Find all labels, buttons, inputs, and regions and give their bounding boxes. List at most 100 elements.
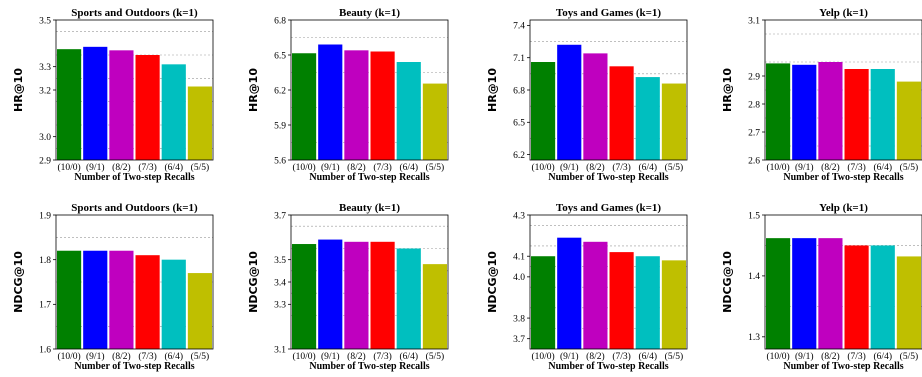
chart-8-xtick-label: (8/2) bbox=[821, 351, 839, 362]
chart-5-xtick-label: (9/1) bbox=[86, 351, 104, 362]
chart-1-title: Sports and Outdoors (k=1) bbox=[71, 7, 198, 19]
chart-3-ytick-label: 6.8 bbox=[513, 86, 525, 96]
chart-8-xtick-label: (6/4) bbox=[874, 351, 892, 362]
chart-7-ytick-label: 3.7 bbox=[513, 335, 525, 345]
chart-4-bar-5 bbox=[870, 69, 895, 160]
chart-2-bar-3 bbox=[344, 50, 369, 160]
chart-5-ytick-label: 1.8 bbox=[39, 256, 51, 266]
chart-4-ytick-label: 2.7 bbox=[748, 128, 760, 138]
chart-8-ylabel: NDCG@10 bbox=[721, 251, 734, 313]
chart-2-bar-6 bbox=[422, 83, 447, 160]
chart-1-ytick-label: 3.2 bbox=[39, 86, 51, 96]
chart-6-xlabel: Number of Two-step Recalls bbox=[309, 361, 429, 372]
chart-3-bar-3 bbox=[583, 53, 608, 160]
chart-7-bar-2 bbox=[557, 237, 582, 349]
chart-5-title: Sports and Outdoors (k=1) bbox=[71, 202, 198, 214]
chart-1-ytick-label: 3.0 bbox=[39, 133, 51, 143]
chart-7-bar-4 bbox=[609, 252, 634, 349]
chart-2-ytick-label: 6.8 bbox=[274, 16, 286, 26]
chart-5-bar-2 bbox=[83, 250, 108, 349]
chart-8-bar-1 bbox=[766, 238, 791, 349]
chart-5-ytick-label: 1.6 bbox=[39, 345, 51, 355]
chart-3-bar-6 bbox=[661, 83, 686, 160]
chart-5-axes-frame bbox=[55, 214, 214, 350]
chart-2-ytick-label: 6.2 bbox=[274, 86, 286, 96]
chart-6-ytick-label: 3.4 bbox=[274, 278, 286, 288]
chart-3-xlabel: Number of Two-step Recalls bbox=[548, 172, 668, 183]
chart-1-xtick-label: (7/3) bbox=[138, 162, 156, 173]
chart-7-ytick-label: 4.1 bbox=[513, 253, 525, 263]
chart-7-ytick-label: 3.8 bbox=[513, 314, 525, 324]
chart-6-xtick-label: (9/1) bbox=[321, 351, 339, 362]
chart-4-xtick-label: (10/0) bbox=[766, 162, 789, 173]
chart-2-ytick-label: 5.6 bbox=[274, 156, 286, 166]
chart-2-bar-2 bbox=[318, 44, 343, 160]
chart-7-xtick-label: (5/5) bbox=[665, 351, 683, 362]
chart-2-bar-1 bbox=[292, 53, 317, 160]
chart-2-xtick-label: (10/0) bbox=[292, 162, 315, 173]
chart-1-xlabel: Number of Two-step Recalls bbox=[74, 172, 194, 183]
chart-4-ytick-label: 2.9 bbox=[748, 72, 760, 82]
chart-5-bar-5 bbox=[161, 259, 186, 349]
chart-1-xtick-label: (6/4) bbox=[165, 162, 183, 173]
chart-5-bar-3 bbox=[109, 250, 134, 349]
chart-3-bar-2 bbox=[557, 44, 582, 160]
chart-2-xtick-label: (5/5) bbox=[426, 162, 444, 173]
chart-7-bar-5 bbox=[635, 256, 660, 349]
chart-5-bar-6 bbox=[187, 273, 212, 349]
chart-8-xtick-label: (10/0) bbox=[766, 351, 789, 362]
chart-8-xtick-label: (9/1) bbox=[795, 351, 813, 362]
chart-5-xlabel: Number of Two-step Recalls bbox=[74, 361, 194, 372]
chart-7-ytick-label: 4.3 bbox=[513, 211, 525, 221]
chart-1-xtick-label: (8/2) bbox=[112, 162, 130, 173]
chart-4-bar-4 bbox=[844, 69, 869, 160]
chart-5-xtick-label: (10/0) bbox=[57, 351, 80, 362]
chart-1-bar-2 bbox=[83, 46, 108, 160]
chart-5-xtick-label: (8/2) bbox=[112, 351, 130, 362]
chart-4-ylabel: HR@10 bbox=[721, 68, 734, 112]
chart-7-xlabel: Number of Two-step Recalls bbox=[548, 361, 668, 372]
chart-3-ytick-label: 7.1 bbox=[513, 54, 525, 64]
chart-3-xtick-label: (7/3) bbox=[612, 162, 630, 173]
chart-3-ylabel: HR@10 bbox=[486, 68, 499, 112]
chart-8-axes-frame bbox=[764, 214, 922, 350]
chart-2-xlabel: Number of Two-step Recalls bbox=[309, 172, 429, 183]
chart-5-xtick-label: (6/4) bbox=[165, 351, 183, 362]
chart-3-title: Toys and Games (k=1) bbox=[556, 7, 662, 19]
chart-7-bar-6 bbox=[661, 260, 686, 349]
chart-8-ytick-label: 1.5 bbox=[748, 211, 760, 221]
chart-3-bar-4 bbox=[609, 66, 634, 160]
chart-8-ytick-label: 1.4 bbox=[748, 272, 760, 282]
chart-5-ytick-label: 1.7 bbox=[39, 301, 51, 311]
chart-4-xlabel: Number of Two-step Recalls bbox=[783, 172, 903, 183]
chart-4-bar-2 bbox=[792, 64, 817, 160]
chart-8-bar-6 bbox=[896, 256, 921, 349]
chart-6-bar-6 bbox=[422, 264, 447, 349]
chart-6-xtick-label: (6/4) bbox=[400, 351, 418, 362]
chart-7-axes-frame bbox=[529, 214, 688, 350]
chart-6-xtick-label: (10/0) bbox=[292, 351, 315, 362]
chart-5-xtick-label: (5/5) bbox=[191, 351, 209, 362]
chart-4-ytick-label: 3.1 bbox=[748, 16, 760, 26]
chart-1-ytick-label: 3.3 bbox=[39, 63, 51, 73]
chart-6-bar-4 bbox=[370, 241, 395, 349]
chart-1-bar-5 bbox=[161, 64, 186, 160]
chart-3-xtick-label: (5/5) bbox=[665, 162, 683, 173]
chart-6-xtick-label: (7/3) bbox=[373, 351, 391, 362]
chart-5-ytick-label: 1.9 bbox=[39, 211, 51, 221]
chart-6-ytick-label: 3.3 bbox=[274, 301, 286, 311]
chart-8-xtick-label: (7/3) bbox=[847, 351, 865, 362]
chart-4-xtick-label: (8/2) bbox=[821, 162, 839, 173]
chart-7-xtick-label: (9/1) bbox=[560, 351, 578, 362]
chart-2-xtick-label: (7/3) bbox=[373, 162, 391, 173]
chart-2-ylabel: HR@10 bbox=[247, 68, 260, 112]
chart-4-xtick-label: (9/1) bbox=[795, 162, 813, 173]
chart-7-title: Toys and Games (k=1) bbox=[556, 202, 662, 214]
chart-2-ytick-label: 6.5 bbox=[274, 51, 286, 61]
chart-8-bar-5 bbox=[870, 245, 895, 349]
chart-2-bar-5 bbox=[396, 62, 421, 160]
chart-4-xtick-label: (5/5) bbox=[900, 162, 918, 173]
chart-4-ytick-label: 2.8 bbox=[748, 100, 760, 110]
chart-7-xtick-label: (6/4) bbox=[639, 351, 657, 362]
chart-2-xtick-label: (6/4) bbox=[400, 162, 418, 173]
